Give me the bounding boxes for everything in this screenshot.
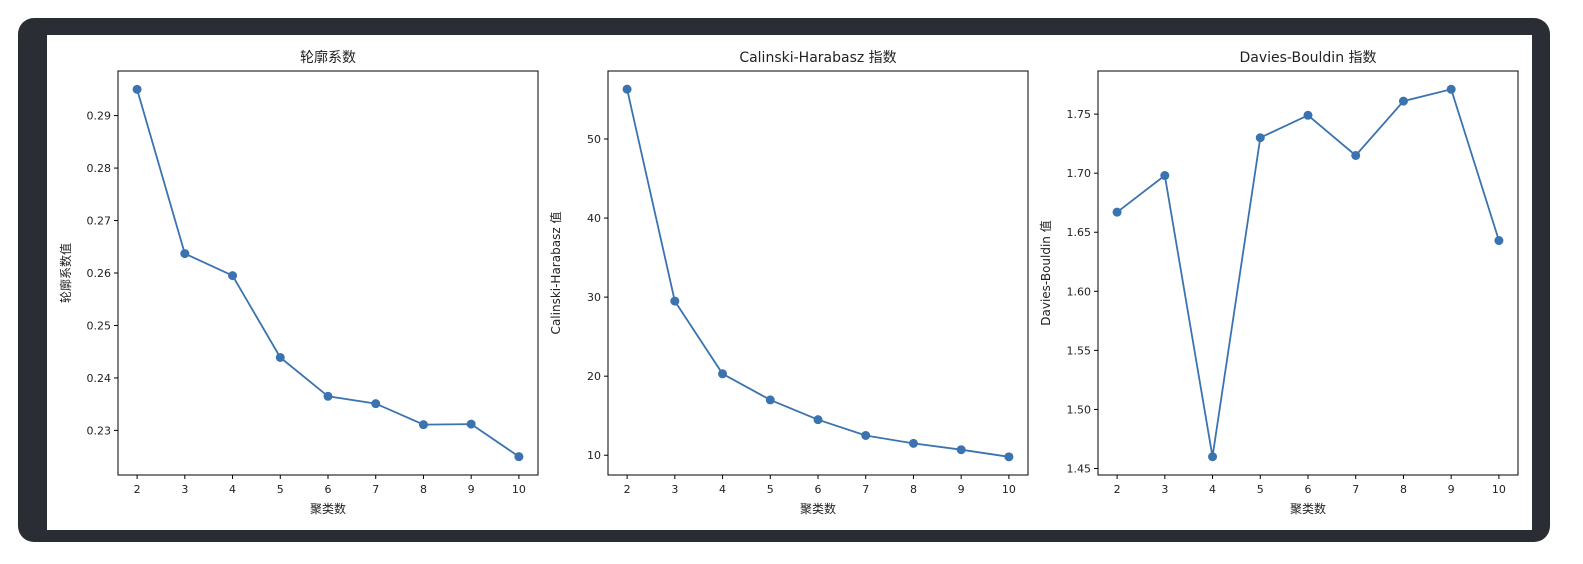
data-point bbox=[956, 445, 966, 455]
x-tick-label: 6 bbox=[1305, 483, 1312, 496]
data-point bbox=[1398, 96, 1408, 106]
chart-title: 轮廓系数 bbox=[300, 49, 356, 66]
y-tick-label: 0.25 bbox=[87, 319, 112, 332]
data-point bbox=[622, 84, 632, 94]
x-tick-label: 3 bbox=[181, 483, 188, 496]
x-tick-label: 8 bbox=[420, 483, 427, 496]
y-tick-label: 0.26 bbox=[87, 267, 112, 280]
y-tick-label: 0.23 bbox=[87, 424, 112, 437]
data-point bbox=[228, 271, 238, 281]
chart-panel-2: Calinski-Harabasz 指数 2 3 4 5 6 7 8 9 10 10 20 30 40 50… bbox=[548, 50, 1029, 516]
series-line bbox=[1116, 88, 1500, 457]
y-tick-label: 20 bbox=[587, 370, 601, 383]
x-tick-label: 4 bbox=[719, 483, 726, 496]
x-tick-label: 10 bbox=[1492, 483, 1506, 496]
data-point bbox=[908, 438, 918, 448]
x-tick-label: 2 bbox=[624, 483, 631, 496]
x-tick-label: 9 bbox=[1448, 483, 1455, 496]
x-tick-label: 3 bbox=[671, 483, 678, 496]
x-tick-label: 8 bbox=[1400, 483, 1407, 496]
data-point bbox=[323, 391, 333, 401]
y-tick-label: 1.75 bbox=[1067, 108, 1092, 121]
chart-panel-1: 轮廓系数 2 3 4 5 6 7 8 9 10 0.23 0.24 0.25 0.26 0.27 0.28 0.… bbox=[58, 49, 539, 516]
figure-svg: 轮廓系数 2 3 4 5 6 7 8 9 10 0.23 0.24 0.25 0.26 0.27 0.28 0.… bbox=[58, 49, 1519, 516]
x-tick-label: 5 bbox=[1257, 483, 1264, 496]
data-point bbox=[670, 296, 680, 306]
data-point bbox=[861, 430, 871, 440]
data-point bbox=[466, 419, 476, 429]
axes-frame bbox=[1097, 70, 1519, 476]
x-tick-label: 10 bbox=[1002, 483, 1016, 496]
y-tick-label: 0.28 bbox=[87, 162, 112, 175]
x-tick-label: 9 bbox=[468, 483, 475, 496]
x-axis-label: 聚类数 bbox=[800, 501, 836, 516]
y-tick-label: 50 bbox=[587, 133, 601, 146]
x-tick-label: 3 bbox=[1161, 483, 1168, 496]
y-tick-label: 0.27 bbox=[87, 215, 112, 228]
x-tick-label: 5 bbox=[767, 483, 774, 496]
data-point bbox=[418, 420, 428, 430]
x-tick-label: 4 bbox=[229, 483, 236, 496]
data-point bbox=[514, 452, 524, 462]
x-tick-label: 5 bbox=[277, 483, 284, 496]
data-point bbox=[1112, 207, 1122, 217]
figure-canvas: 轮廓系数 2 3 4 5 6 7 8 9 10 0.23 0.24 0.25 0.26 0.27 0.28 0.… bbox=[47, 35, 1532, 530]
x-tick-label: 2 bbox=[1114, 483, 1121, 496]
x-tick-label: 4 bbox=[1209, 483, 1216, 496]
chart-panel-3: Davies-Bouldin 指数 2 3 4 5 6 7 8 9 10 1.45 1.50 1.55 1… bbox=[1038, 50, 1519, 516]
y-tick-label: 1.45 bbox=[1067, 463, 1092, 476]
data-point bbox=[275, 352, 285, 362]
y-tick-label: 0.24 bbox=[87, 372, 112, 385]
series-line bbox=[136, 89, 520, 458]
data-point bbox=[180, 249, 190, 259]
data-point bbox=[1208, 452, 1218, 462]
y-tick-label: 1.50 bbox=[1067, 403, 1092, 416]
chart-title: Calinski-Harabasz 指数 bbox=[739, 50, 896, 66]
data-point bbox=[1160, 171, 1170, 181]
y-axis-label: Davies-Bouldin 值 bbox=[1038, 220, 1053, 325]
data-point bbox=[1351, 150, 1361, 160]
data-point bbox=[813, 415, 823, 425]
data-point bbox=[1255, 133, 1265, 143]
y-tick-label: 40 bbox=[587, 212, 601, 225]
data-point bbox=[132, 84, 142, 94]
data-point bbox=[765, 395, 775, 405]
y-tick-label: 1.70 bbox=[1067, 167, 1092, 180]
x-tick-label: 6 bbox=[815, 483, 822, 496]
axes-frame bbox=[607, 70, 1029, 476]
x-tick-label: 7 bbox=[1352, 483, 1359, 496]
x-tick-label: 6 bbox=[325, 483, 332, 496]
data-point bbox=[1446, 84, 1456, 94]
y-tick-label: 1.65 bbox=[1067, 226, 1092, 239]
x-axis-label: 聚类数 bbox=[310, 501, 346, 516]
y-tick-label: 10 bbox=[587, 449, 601, 462]
y-tick-label: 1.55 bbox=[1067, 344, 1092, 357]
y-tick-label: 0.29 bbox=[87, 110, 112, 123]
data-point bbox=[1004, 452, 1014, 462]
data-point bbox=[1494, 236, 1504, 246]
x-tick-label: 10 bbox=[512, 483, 526, 496]
y-tick-label: 1.60 bbox=[1067, 285, 1092, 298]
x-tick-label: 9 bbox=[958, 483, 965, 496]
series-line bbox=[626, 89, 1010, 458]
x-tick-label: 7 bbox=[372, 483, 379, 496]
y-axis-label: Calinski-Harabasz 值 bbox=[548, 212, 563, 335]
x-tick-label: 8 bbox=[910, 483, 917, 496]
data-point bbox=[718, 369, 728, 379]
data-point bbox=[1303, 110, 1313, 120]
x-tick-label: 7 bbox=[862, 483, 869, 496]
data-point bbox=[371, 399, 381, 409]
axes-frame bbox=[117, 70, 539, 476]
x-axis-label: 聚类数 bbox=[1290, 501, 1326, 516]
chart-title: Davies-Bouldin 指数 bbox=[1239, 50, 1376, 66]
x-tick-label: 2 bbox=[134, 483, 141, 496]
y-tick-label: 30 bbox=[587, 291, 601, 304]
y-axis-label: 轮廓系数值 bbox=[58, 243, 73, 303]
